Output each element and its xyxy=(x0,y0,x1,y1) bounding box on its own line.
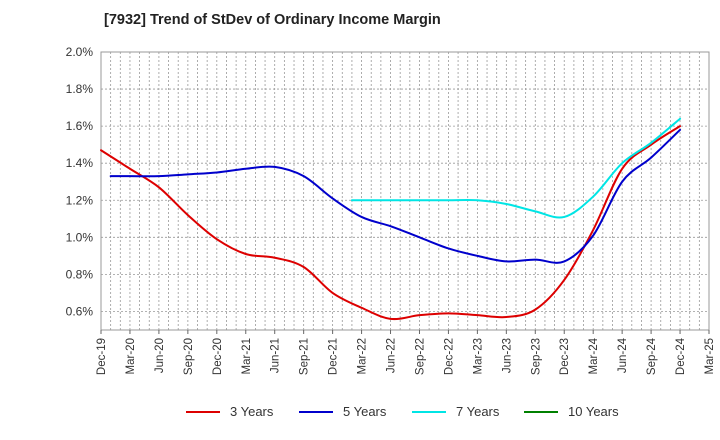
x-tick-label: Sep-24 xyxy=(646,337,658,375)
x-tick-label: Sep-21 xyxy=(299,338,311,375)
legend-item-5-years: 5 Years xyxy=(299,404,386,419)
y-tick-label: 2.0% xyxy=(66,45,94,59)
y-tick-label: 1.6% xyxy=(66,119,94,133)
y-tick-label: 1.4% xyxy=(66,156,94,170)
legend-swatch-5-years xyxy=(299,410,333,413)
x-tick-label: Dec-19 xyxy=(96,338,108,375)
x-tick-label: Mar-22 xyxy=(357,338,369,374)
x-tick-label: Sep-23 xyxy=(530,338,542,375)
x-tick-label: Mar-21 xyxy=(241,338,253,374)
x-tick-label: Sep-22 xyxy=(414,338,426,375)
chart-title: [7932] Trend of StDev of Ordinary Income… xyxy=(104,12,441,28)
legend-swatch-3-years xyxy=(186,410,220,413)
series-line-7-years xyxy=(350,117,682,219)
x-tick-label: Mar-25 xyxy=(704,338,716,374)
legend-label-10-years: 10 Years xyxy=(568,404,619,419)
legend-item-10-years: 10 Years xyxy=(524,404,619,419)
y-tick-label: 1.0% xyxy=(66,230,94,244)
x-tick-label: Dec-20 xyxy=(212,338,224,375)
legend-label-7-years: 7 Years xyxy=(456,404,500,419)
legend-item-3-years: 3 Years xyxy=(186,404,273,419)
x-tick-label: Dec-23 xyxy=(559,338,571,375)
plot-area xyxy=(100,51,710,331)
series-line-3-years xyxy=(100,125,682,321)
x-tick-label: Mar-24 xyxy=(588,337,600,374)
y-tick-label: 1.8% xyxy=(66,82,94,96)
legend-label-5-years: 5 Years xyxy=(343,404,387,419)
x-axis: Dec-19 Mar-20 Jun-20 Sep-20 Dec-20 Mar-21 Jun-… xyxy=(96,330,716,375)
x-tick-label: Dec-22 xyxy=(443,338,455,375)
legend-item-7-years: 7 Years xyxy=(412,404,499,419)
legend: 3 Years 5 Years 7 Years 10 Years xyxy=(0,404,720,428)
legend-swatch-10-years xyxy=(524,410,558,413)
y-tick-label: 0.6% xyxy=(66,304,94,318)
y-tick-label: 0.8% xyxy=(66,267,94,281)
x-tick-label: Mar-20 xyxy=(125,338,137,374)
x-tick-label: Dec-24 xyxy=(675,337,687,375)
x-tick-label: Jun-22 xyxy=(386,338,398,373)
x-tick-label: Dec-21 xyxy=(328,338,340,375)
x-tick-label: Jun-21 xyxy=(270,338,282,373)
x-tick-label: Jun-24 xyxy=(617,337,629,373)
series-line-5-years xyxy=(109,128,682,264)
y-tick-label: 1.2% xyxy=(66,193,94,207)
x-tick-label: Sep-20 xyxy=(183,338,195,375)
x-tick-label: Jun-23 xyxy=(501,338,513,373)
y-axis: 0.6% 0.8% 1.0% 1.2% 1.4% 1.6% 1.8% 2.0% xyxy=(66,45,94,318)
x-tick-label: Jun-20 xyxy=(154,338,166,373)
series-layer xyxy=(100,117,682,321)
x-tick-label: Mar-23 xyxy=(472,338,484,374)
legend-label-3-years: 3 Years xyxy=(230,404,274,419)
legend-swatch-7-years xyxy=(412,410,446,413)
